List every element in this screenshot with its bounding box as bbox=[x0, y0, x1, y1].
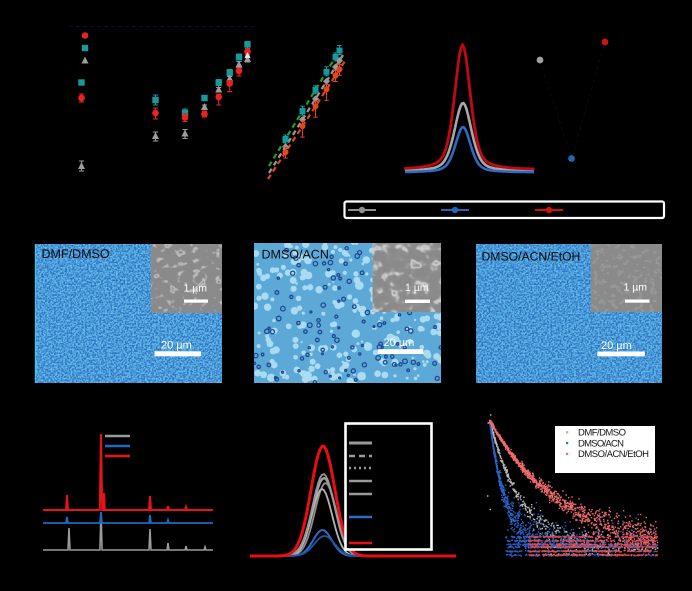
svg-text:DMF/DMSO: DMF/DMSO bbox=[578, 428, 626, 439]
svg-text:DMF/DMSO: DMF/DMSO bbox=[42, 247, 110, 261]
svg-text:20 µm: 20 µm bbox=[384, 337, 415, 349]
svg-text:20 µm: 20 µm bbox=[601, 340, 632, 352]
svg-text:DMSO/ACN: DMSO/ACN bbox=[262, 248, 329, 262]
svg-text:1 µm: 1 µm bbox=[405, 282, 429, 294]
svg-text:DMSO/ACN: DMSO/ACN bbox=[578, 438, 624, 449]
svg-text:1 µm: 1 µm bbox=[184, 283, 208, 295]
svg-text:DMSO/ACN/EtOH: DMSO/ACN/EtOH bbox=[482, 250, 581, 264]
svg-text:DMSO/ACN/EtOH: DMSO/ACN/EtOH bbox=[578, 449, 649, 460]
svg-text:1 µm: 1 µm bbox=[624, 282, 648, 294]
svg-text:20 µm: 20 µm bbox=[161, 340, 192, 352]
